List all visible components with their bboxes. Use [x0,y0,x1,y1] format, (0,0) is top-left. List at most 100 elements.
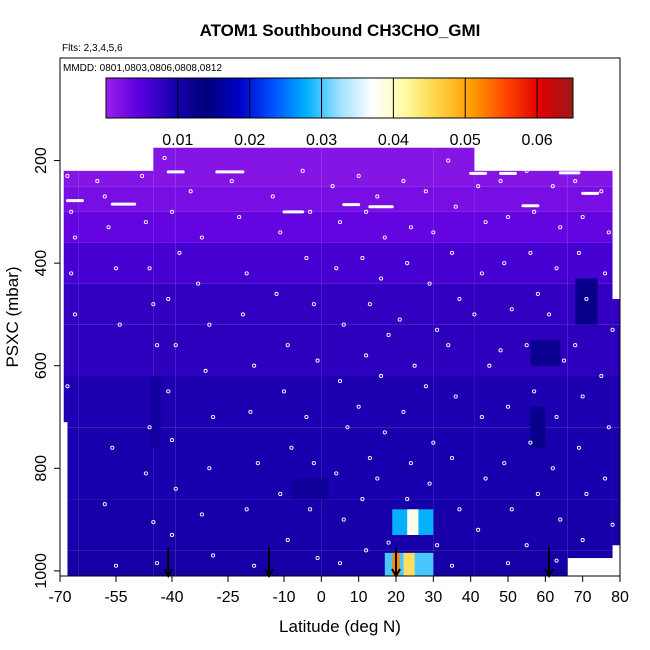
heatmap-cell [567,186,613,212]
observation-point [550,184,555,189]
heatmap-cell [67,170,79,187]
x-tick-label: -25 [216,589,239,606]
observation-point [431,230,436,235]
heatmap-cell [321,427,434,500]
heatmap-cell [567,550,613,559]
observation-point [382,235,387,240]
observation-point [599,373,604,379]
observation-point [364,548,369,553]
x-tick-label: 70 [574,589,592,606]
heatmap-cell [78,550,154,576]
heatmap-cell [433,499,475,551]
observation-point [248,409,253,414]
heatmap-cell [433,375,475,428]
observation-point [308,507,313,512]
observation-point [364,209,369,214]
observation-point [143,220,148,225]
heatmap-cell [567,211,613,243]
heatmap-cell [67,550,79,576]
observation-point [431,440,436,445]
x-tick-label: 10 [350,589,368,606]
observation-point [509,307,514,312]
observation-point [472,312,477,317]
observation-point [69,271,74,276]
observation-point [528,250,533,255]
observation-point [550,466,555,471]
heatmap-cell [567,170,613,187]
heatmap-cell [67,283,79,325]
heatmap-cell [78,499,154,551]
observation-point [408,461,413,466]
observation-point [423,384,428,389]
heatmap-cell [321,375,434,428]
observation-point [72,235,77,240]
observation-point [240,312,245,317]
heatmap-cell [78,427,154,500]
heatmap-cell [153,324,176,376]
heatmap-cell [474,550,568,576]
observation-point [509,507,514,512]
heatmap-cell [612,427,620,500]
observation-point [435,543,440,548]
observation-point [554,414,559,420]
observation-point [356,404,361,409]
observation-point [576,445,581,450]
heatmap-cell [67,186,79,212]
heatmap-cell [612,499,620,546]
x-tick-label: -10 [272,589,295,606]
flights-subtitle: Flts: 2,3,4,5,6 [62,43,123,54]
observation-point [524,543,529,548]
observation-point [334,266,339,271]
observation-point [151,302,156,307]
heatmap-highlight-cell [149,375,161,448]
heatmap-highlight-cell [530,406,546,448]
observation-point [177,250,182,255]
heatmap-cell [78,283,154,325]
x-tick-label: 0 [317,589,326,606]
observation-point [356,173,361,179]
heatmap-cell [63,283,68,325]
heatmap-highlight-cell [403,552,415,576]
observation-point [315,555,320,561]
heatmap-cell [321,242,434,284]
observation-point [364,353,369,358]
observation-point [169,532,175,538]
observation-point [196,281,201,286]
heatmap-cell [175,242,322,284]
heatmap-cell [474,186,568,212]
observation-point [379,373,384,379]
observation-point [375,194,380,199]
x-tick-label: -55 [104,589,127,606]
observation-point [311,461,316,466]
colorbar-tick-label: 0.03 [306,132,337,149]
observation-point [386,332,391,338]
heatmap-highlight-cell [291,478,329,500]
observation-point [289,445,294,450]
observation-point [561,358,567,363]
observation-point [580,394,585,399]
observation-point [498,179,503,184]
observation-point [524,168,529,173]
chart-title: ATOM1 Southbound CH3CHO_GMI [200,21,481,40]
heatmap-cell [474,170,568,187]
observation-point [379,276,384,281]
heatmap-cell [175,211,322,243]
heatmap-cell [153,499,176,551]
observation-point [237,214,242,220]
observation-point [304,414,309,420]
x-tick-label: 30 [424,589,442,606]
heatmap-cell [474,375,568,428]
colorbar-tick-label: 0.02 [234,132,265,149]
heatmap-cell [63,170,68,187]
heatmap-cell [153,186,176,212]
observation-point [65,173,70,179]
colorbar: 0.01 0.02 0.03 0.04 0.05 0.06 [105,77,574,149]
observation-point [155,343,160,348]
observation-points [65,155,615,568]
observation-point [457,507,462,512]
heatmap-cell [474,283,568,325]
observation-point [401,179,406,184]
observation-point [427,281,432,286]
heatmap-cell [321,283,434,325]
